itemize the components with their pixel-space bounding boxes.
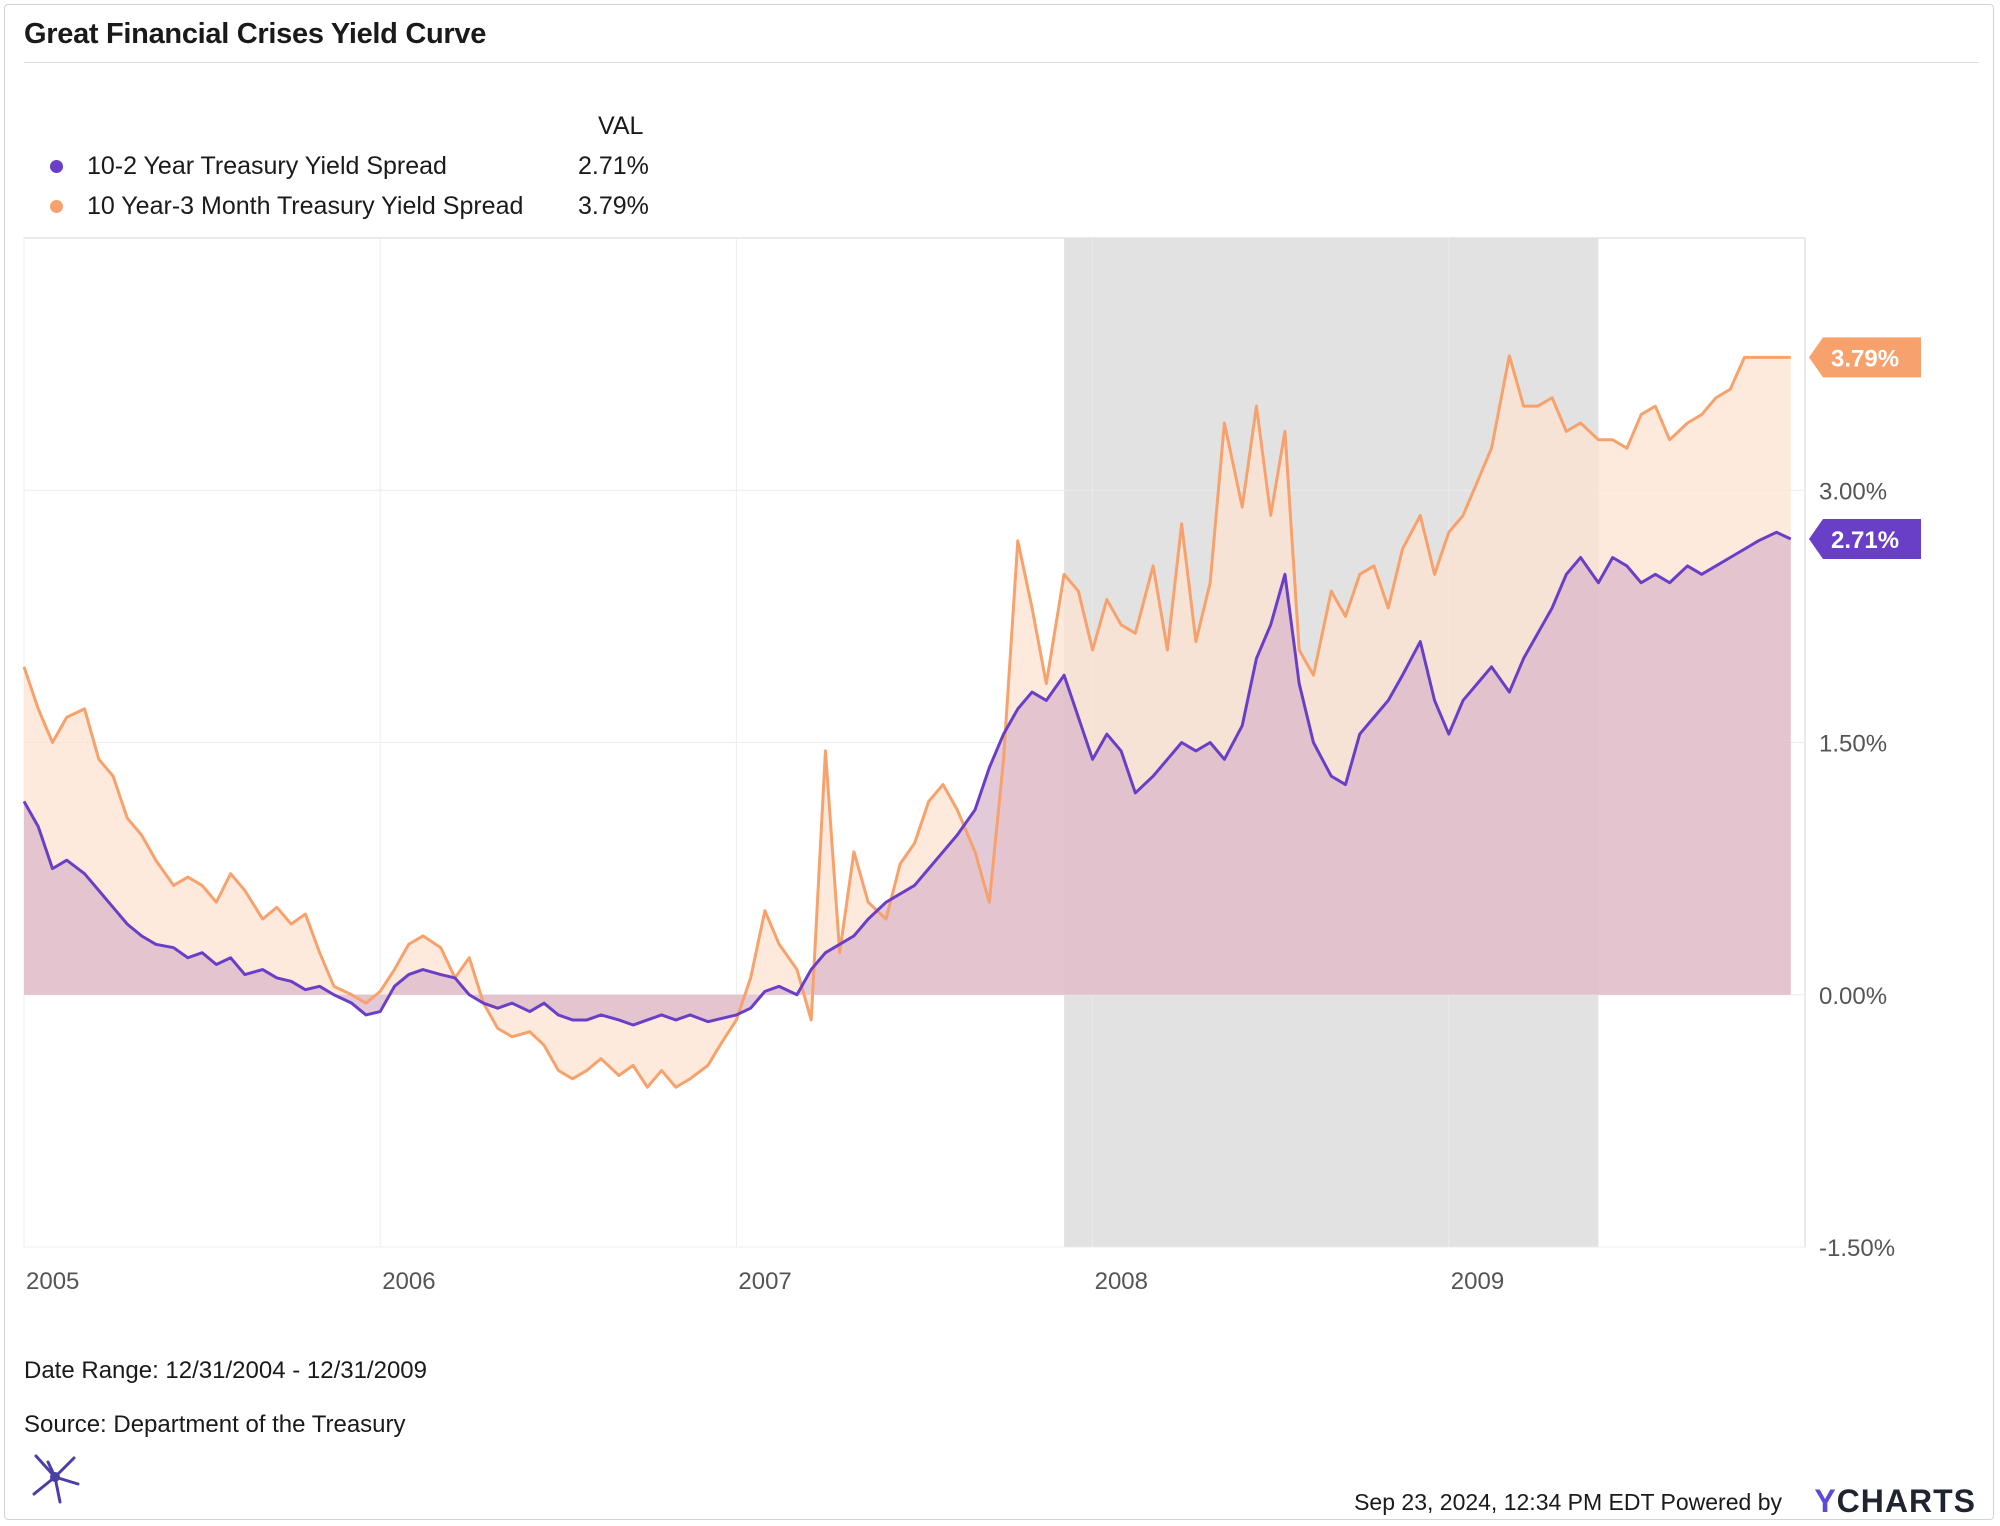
area-10-2-spread (24, 532, 1791, 1026)
x-tick-label: 2006 (382, 1268, 435, 1295)
legend-item-10-3m-spread[interactable]: 10 Year-3 Month Treasury Yield Spread (50, 192, 523, 221)
ycharts-star-logo-icon (32, 1454, 80, 1504)
legend-dot-icon (50, 200, 63, 213)
title-divider (24, 62, 1979, 63)
legend-label: 10-2 Year Treasury Yield Spread (87, 152, 447, 180)
timestamp: Sep 23, 2024, 12:34 PM EDT Powered by (1354, 1489, 1782, 1515)
x-tick-label: 2005 (26, 1268, 79, 1295)
end-label-10-3m-bg (1809, 337, 1921, 378)
x-tick-label: 2007 (738, 1268, 791, 1295)
source-note: Source: Department of the Treasury (24, 1411, 406, 1438)
legend-value-header: VAL (598, 112, 644, 140)
brand-rest: CHARTS (1836, 1483, 1976, 1519)
legend-label: 10 Year-3 Month Treasury Yield Spread (87, 192, 524, 220)
y-tick-label: 3.00% (1819, 478, 1887, 505)
legend-value: 3.79% (578, 192, 649, 220)
ycharts-logo[interactable]: YCHARTS (1814, 1483, 1976, 1520)
y-tick-label: 0.00% (1819, 983, 1887, 1010)
end-label-10-3m: 3.79% (1831, 345, 1899, 372)
legend-dot-icon (50, 160, 63, 173)
y-tick-label: 1.50% (1819, 731, 1887, 758)
line-10-3m-spread (22, 354, 1791, 1089)
line-10-2-spread (22, 530, 1792, 1027)
chart-frame (4, 4, 1994, 1520)
line-chart[interactable]: 3.00% 1.50% 0.00% -1.50% 2005 2006 2007 2008 200… (0, 0, 2000, 1320)
date-range: Date Range: 12/31/2004 - 12/31/2009 (24, 1357, 427, 1384)
brand-y: Y (1814, 1483, 1837, 1519)
chart-title: Great Financial Crises Yield Curve (24, 18, 487, 50)
end-label-10-2-bg (1809, 519, 1921, 560)
y-tick-label: -1.50% (1819, 1235, 1895, 1262)
x-tick-label: 2009 (1451, 1268, 1504, 1295)
end-label-10-2: 2.71% (1831, 527, 1899, 554)
legend-item-10-2-spread[interactable]: 10-2 Year Treasury Yield Spread (50, 152, 447, 181)
x-tick-label: 2008 (1095, 1268, 1148, 1295)
legend-value: 2.71% (578, 152, 649, 180)
